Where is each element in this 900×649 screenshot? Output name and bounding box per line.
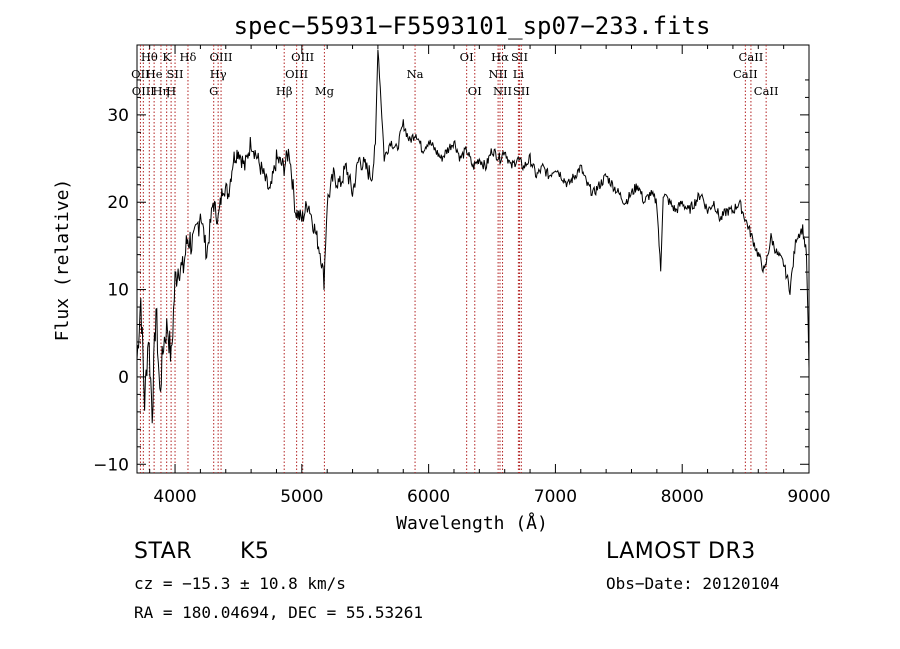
x-tick-label: 6000 xyxy=(407,487,450,507)
series-group xyxy=(136,49,810,424)
spectral-line-label: OIII xyxy=(132,84,155,98)
y-tick-label: 20 xyxy=(107,193,129,213)
y-tick-label: 30 xyxy=(107,106,129,126)
spectral-line-label: OIII xyxy=(291,50,314,64)
y-tick-label: 10 xyxy=(107,281,129,301)
spectral-line-markers xyxy=(139,45,767,473)
object-subclass: K5 xyxy=(240,539,270,564)
spectral-line-labels: Hθ OII OIII He Hη K SII H Hδ OIII Hγ G Hβ OIII OIII Mg N… xyxy=(131,50,778,98)
x-tick-label: 9000 xyxy=(787,487,830,507)
spectral-line-label: Mg xyxy=(315,84,335,98)
object-class: STAR xyxy=(134,539,193,564)
x-tick-label: 8000 xyxy=(661,487,704,507)
spectral-line-label: OII xyxy=(131,67,150,81)
axis-ticks: 4000 5000 6000 7000 8000 9000 −10 0 10 20 30 xyxy=(93,45,831,507)
observation-date: Obs−Date: 20120104 xyxy=(606,574,780,593)
spectral-line-label: CaII xyxy=(754,84,779,98)
spectral-line-label: H xyxy=(166,84,176,98)
spectral-line-label: SII xyxy=(167,67,184,81)
spectral-line-label: SII xyxy=(511,50,528,64)
y-axis-label: Flux (relative) xyxy=(52,179,73,342)
x-tick-label: 5000 xyxy=(280,487,323,507)
spectral-line-label: OIII xyxy=(285,67,308,81)
y-tick-label: 0 xyxy=(118,368,129,388)
redshift-velocity: cz = −15.3 ± 10.8 km/s xyxy=(134,574,346,593)
x-axis-label: Wavelength (Å) xyxy=(396,512,548,534)
spectral-line-label: Li xyxy=(513,67,525,81)
spectral-line-label: OIII xyxy=(210,50,233,64)
spectral-line-label: NII xyxy=(489,67,508,81)
survey-name: LAMOST DR3 xyxy=(606,539,756,564)
spectral-line-label: Na xyxy=(407,67,424,81)
spectral-line-label: CaII xyxy=(739,50,764,64)
spectral-line-label: K xyxy=(162,50,171,64)
spectrum-line xyxy=(136,49,810,424)
spectral-line-label: Hα xyxy=(491,50,509,64)
spectral-line-label: Hθ xyxy=(141,50,158,64)
plot-frame xyxy=(136,44,810,474)
spectral-line-label: OI xyxy=(460,50,474,64)
spectral-line-label: He xyxy=(146,67,163,81)
spectral-line-label: OI xyxy=(468,84,482,98)
spectral-line-label: NII xyxy=(493,84,512,98)
spectral-line-label: CaII xyxy=(733,67,758,81)
spectral-line-label: SII xyxy=(513,84,530,98)
y-tick-label: −10 xyxy=(93,455,129,475)
spectral-line-label: Hβ xyxy=(276,84,293,98)
x-tick-label: 4000 xyxy=(153,487,196,507)
sky-coordinates: RA = 180.04694, DEC = 55.53261 xyxy=(134,603,423,622)
spectral-line-label: Hδ xyxy=(179,50,196,64)
chart-title: spec−55931−F5593101_sp07−233.fits xyxy=(234,12,711,40)
x-tick-label: 7000 xyxy=(534,487,577,507)
spectral-line-label: G xyxy=(209,84,218,98)
spectral-line-label: Hγ xyxy=(210,67,227,81)
spectral-line-label: Hη xyxy=(153,84,170,98)
